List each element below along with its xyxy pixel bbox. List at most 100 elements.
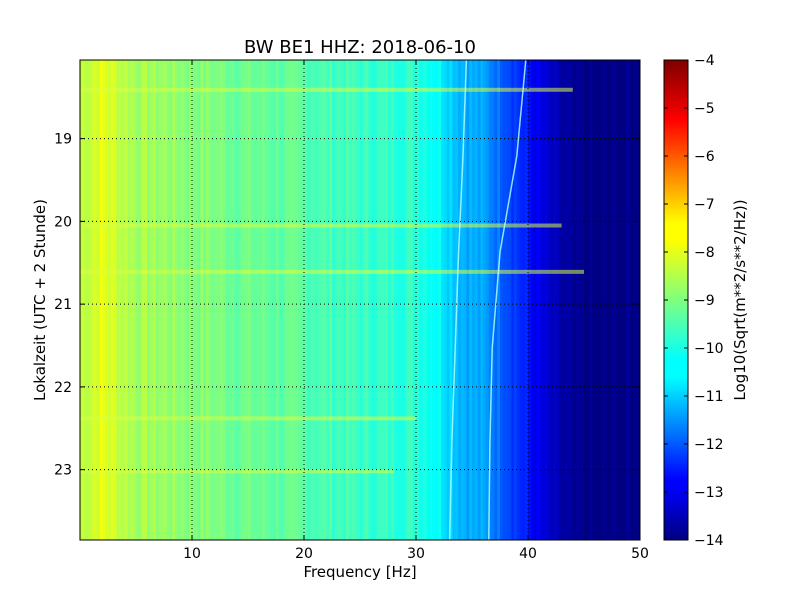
heatmap-column	[432, 60, 437, 540]
heatmap-column	[197, 60, 201, 540]
x-tick-label: 10	[183, 546, 201, 562]
heatmap-column	[155, 60, 159, 540]
heatmap-column	[508, 60, 512, 540]
heatmap-column	[469, 60, 473, 540]
x-tick-label: 30	[407, 546, 425, 562]
heatmap-column	[505, 60, 509, 540]
heatmap-column	[180, 60, 185, 540]
colorbar-tick-label: −14	[694, 533, 724, 549]
heatmap-column	[558, 60, 563, 540]
heatmap-column	[91, 60, 95, 540]
heatmap-column	[80, 60, 84, 540]
plot-frame	[79, 59, 641, 541]
heatmap-column	[158, 60, 162, 540]
heatmap-column	[452, 60, 456, 540]
heatmap-column	[318, 60, 322, 540]
heatmap-column	[379, 60, 383, 540]
heatmap-column	[362, 60, 367, 540]
heatmap-column	[116, 60, 120, 540]
heatmap-column	[248, 60, 252, 540]
heatmap-column	[105, 60, 109, 540]
heatmap-column	[228, 60, 232, 540]
heatmap-column	[416, 60, 420, 540]
heatmap-column	[592, 60, 596, 540]
heatmap-column	[326, 60, 330, 540]
transient-band	[80, 87, 573, 92]
colorbar-tick-label: −9	[694, 293, 715, 309]
heatmap-column	[514, 60, 518, 540]
heatmap-column	[217, 60, 221, 540]
heatmap-column	[113, 60, 117, 540]
heatmap-column	[626, 60, 630, 540]
heatmap-column	[399, 60, 403, 540]
heatmap-column	[290, 60, 294, 540]
heatmap-column	[544, 60, 549, 540]
heatmap-column	[374, 60, 378, 540]
heatmap-column	[575, 60, 579, 540]
heatmap-column	[424, 60, 428, 540]
heatmap-column	[189, 60, 193, 540]
heatmap-column	[421, 60, 425, 540]
y-axis-label: Lokalzeit (UTC + 2 Stunde)	[31, 199, 49, 401]
colorbar-tick-label: −10	[694, 341, 724, 357]
heatmap-column	[561, 60, 565, 540]
heatmap-column	[175, 60, 179, 540]
heatmap-column	[186, 60, 190, 540]
heatmap-column	[556, 60, 560, 540]
heatmap-column	[351, 60, 355, 540]
heatmap-column	[581, 60, 585, 540]
transient-band	[80, 223, 562, 228]
heatmap-column	[407, 60, 411, 540]
y-tick-label: 23	[54, 463, 72, 479]
x-axis-label: Frequency [Hz]	[303, 563, 416, 581]
heatmap-column	[410, 60, 414, 540]
heatmap-column	[94, 60, 98, 540]
heatmap-column	[164, 60, 168, 540]
heatmap-column	[603, 60, 607, 540]
heatmap-column	[222, 60, 227, 540]
heatmap-column	[88, 60, 92, 540]
heatmap-column	[519, 60, 523, 540]
heatmap-column	[343, 60, 347, 540]
heatmap-column	[110, 60, 115, 540]
heatmap-column	[211, 60, 215, 540]
heatmap-column	[323, 60, 327, 540]
heatmap-column	[267, 60, 271, 540]
heatmap-column	[536, 60, 540, 540]
heatmap-column	[309, 60, 313, 540]
heatmap-column	[368, 60, 372, 540]
heatmap-column	[147, 60, 151, 540]
spectral-line	[488, 60, 527, 540]
y-axis-ticks: 19 20 21 22 23	[54, 132, 640, 479]
heatmap-column	[82, 60, 87, 540]
heatmap-column	[208, 60, 213, 540]
colorbar-tick-label: −7	[694, 197, 715, 213]
heatmap-column	[598, 60, 602, 540]
heatmap-column	[206, 60, 210, 540]
heatmap-column	[472, 60, 476, 540]
heatmap-column	[334, 60, 339, 540]
heatmap-column	[474, 60, 479, 540]
heatmap-column	[483, 60, 487, 540]
heatmap-column	[595, 60, 599, 540]
heatmap-column	[270, 60, 274, 540]
heatmap-column	[357, 60, 361, 540]
colorbar-tick-label: −13	[694, 485, 724, 501]
colorbar-tick-label: −5	[694, 101, 715, 117]
heatmap-column	[127, 60, 131, 540]
heatmap-column	[530, 60, 535, 540]
heatmap-column	[203, 60, 207, 540]
heatmap-column	[567, 60, 571, 540]
heatmap-column	[231, 60, 235, 540]
heatmap-column	[194, 60, 199, 540]
heatmap-column	[278, 60, 283, 540]
heatmap-column	[122, 60, 126, 540]
heatmap-column	[612, 60, 616, 540]
heatmap-column	[449, 60, 453, 540]
colorbar-tick-label: −8	[694, 245, 715, 261]
heatmap-column	[637, 60, 640, 540]
heatmap-column	[564, 60, 568, 540]
heatmap-column	[620, 60, 624, 540]
heatmap-column	[178, 60, 182, 540]
